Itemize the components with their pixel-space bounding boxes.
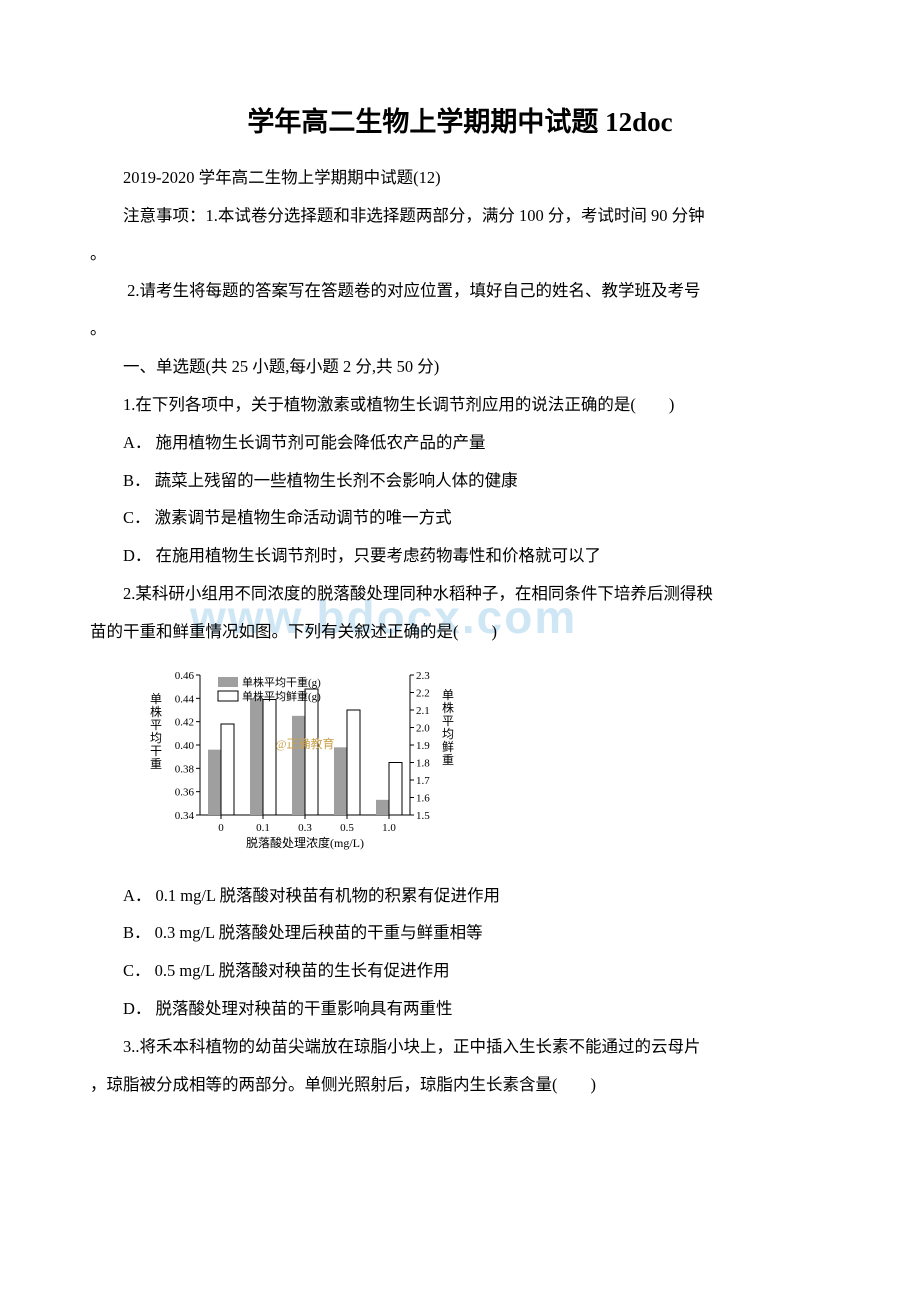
q2-opt-a: A． 0.1 mg/L 脱落酸对秧苗有机物的积累有促进作用	[90, 879, 830, 913]
section-1-heading: 一、单选题(共 25 小题,每小题 2 分,共 50 分)	[90, 350, 830, 384]
svg-text:0.36: 0.36	[175, 786, 195, 798]
svg-text:0.3: 0.3	[298, 822, 312, 834]
svg-text:单株平均鲜重(g): 单株平均鲜重(g)	[242, 689, 321, 703]
notice-1: 注意事项：1.本试卷分选择题和非选择题两部分，满分 100 分，考试时间 90 …	[90, 199, 830, 233]
svg-text:鲜: 鲜	[442, 740, 454, 754]
svg-text:2.3: 2.3	[416, 670, 430, 682]
notice-1-cont: 。	[90, 237, 830, 271]
svg-text:1.0: 1.0	[382, 822, 396, 834]
doc-title: 学年高二生物上学期期中试题 12doc	[90, 100, 830, 139]
svg-text:2.0: 2.0	[416, 722, 430, 734]
q2-stem-l1: 2.某科研小组用不同浓度的脱落酸处理同种水稻种子，在相同条件下培养后测得秧	[90, 577, 830, 611]
svg-text:单株平均干重(g): 单株平均干重(g)	[242, 675, 321, 689]
notice-2-cont: 。	[90, 312, 830, 346]
svg-text:单: 单	[150, 692, 162, 706]
svg-text:株: 株	[442, 700, 454, 715]
svg-text:脱落酸处理浓度(mg/L): 脱落酸处理浓度(mg/L)	[246, 835, 364, 850]
svg-text:0.42: 0.42	[175, 716, 194, 728]
q3-stem-l1: 3..将禾本科植物的幼苗尖端放在琼脂小块上，正中插入生长素不能通过的云母片	[90, 1030, 830, 1064]
svg-text:重: 重	[150, 757, 162, 771]
q1-opt-d: D． 在施用植物生长调节剂时，只要考虑药物毒性和价格就可以了	[90, 539, 830, 573]
svg-text:平: 平	[150, 718, 162, 732]
q2-stem-l2: 苗的干重和鲜重情况如图。下列有关叙述正确的是( )	[90, 615, 830, 649]
svg-text:株: 株	[150, 704, 162, 719]
svg-text:单: 单	[442, 688, 454, 702]
notice-2: 2.请考生将每题的答案写在答题卷的对应位置，填好自己的姓名、教学班及考号	[90, 274, 830, 308]
q3-stem-l2: ，琼脂被分成相等的两部分。单侧光照射后，琼脂内生长素含量( )	[90, 1068, 830, 1102]
svg-text:1.5: 1.5	[416, 810, 430, 822]
svg-text:0.34: 0.34	[175, 810, 195, 822]
q1-stem: 1.在下列各项中，关于植物激素或植物生长调节剂应用的说法正确的是( )	[90, 388, 830, 422]
svg-text:@正确教育: @正确教育	[275, 735, 334, 750]
svg-text:重: 重	[442, 753, 454, 767]
svg-text:0.46: 0.46	[175, 670, 195, 682]
svg-text:2.1: 2.1	[416, 705, 430, 717]
svg-text:0.44: 0.44	[175, 693, 195, 705]
q2-opt-d: D． 脱落酸处理对秧苗的干重影响具有两重性	[90, 992, 830, 1026]
document-body: 学年高二生物上学期期中试题 12doc 2019-2020 学年高二生物上学期期…	[90, 100, 830, 1101]
subtitle: 2019-2020 学年高二生物上学期期中试题(12)	[90, 161, 830, 195]
svg-text:1.7: 1.7	[416, 775, 430, 787]
q1-opt-b: B． 蔬菜上残留的一些植物生长剂不会影响人体的健康	[90, 464, 830, 498]
svg-text:0.5: 0.5	[340, 822, 354, 834]
svg-text:1.8: 1.8	[416, 757, 430, 769]
svg-text:0: 0	[218, 822, 224, 834]
svg-text:2.2: 2.2	[416, 687, 430, 699]
svg-text:1.9: 1.9	[416, 740, 430, 752]
svg-text:0.40: 0.40	[175, 740, 195, 752]
svg-text:干: 干	[150, 744, 162, 758]
svg-text:均: 均	[150, 731, 162, 745]
q1-opt-a: A． 施用植物生长调节剂可能会降低农产品的产量	[90, 426, 830, 460]
svg-text:平: 平	[442, 714, 454, 728]
svg-text:0.38: 0.38	[175, 763, 195, 775]
bar-chart-svg: 0.34 0.36 0.38 0.40 0.42 0.44 0.46 1.5 1.6 1.7 1.8…	[138, 657, 458, 867]
svg-text:1.6: 1.6	[416, 792, 430, 804]
q2-opt-b: B． 0.3 mg/L 脱落酸处理后秧苗的干重与鲜重相等	[90, 916, 830, 950]
svg-text:均: 均	[442, 727, 454, 741]
svg-text:0.1: 0.1	[256, 822, 270, 834]
q2-chart: 0.34 0.36 0.38 0.40 0.42 0.44 0.46 1.5 1.6 1.7 1.8…	[138, 657, 830, 867]
q1-opt-c: C． 激素调节是植物生命活动调节的唯一方式	[90, 501, 830, 535]
q2-opt-c: C． 0.5 mg/L 脱落酸对秧苗的生长有促进作用	[90, 954, 830, 988]
